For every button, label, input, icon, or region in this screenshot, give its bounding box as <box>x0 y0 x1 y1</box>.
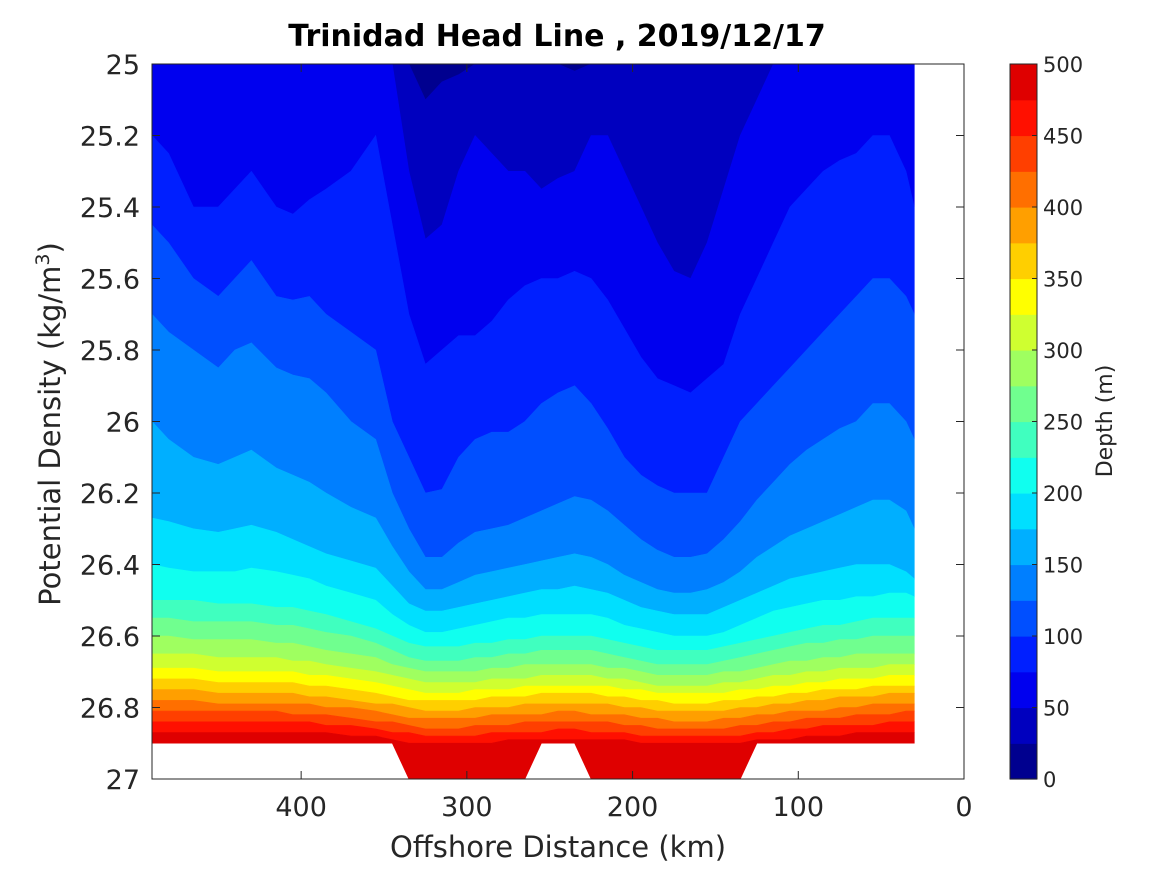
chart-title: Trinidad Head Line , 2019/12/17 <box>288 19 825 54</box>
x-axis-label: Offshore Distance (km) <box>390 830 726 864</box>
y-tick-label: 26.6 <box>80 622 140 653</box>
colorbar-tick-label: 150 <box>1043 554 1083 578</box>
contour-band-475m <box>152 732 915 779</box>
colorbar-swatch <box>1010 600 1037 637</box>
colorbar-tick-label: 0 <box>1043 768 1056 792</box>
y-axis-label: Potential Density (kg/m3) <box>32 242 67 606</box>
colorbar-swatch <box>1010 350 1037 387</box>
y-tick-label: 26 <box>106 408 140 439</box>
x-axis-ticks: 400 300 200 100 0 <box>275 64 973 823</box>
colorbar-tick-label: 500 <box>1043 53 1083 77</box>
x-tick-label: 0 <box>955 792 972 823</box>
colorbar-swatch <box>1010 314 1037 351</box>
colorbar <box>1010 64 1037 780</box>
x-tick-label: 400 <box>275 792 327 823</box>
colorbar-tick-label: 400 <box>1043 196 1083 220</box>
colorbar-tick-label: 250 <box>1043 411 1083 435</box>
y-axis-label-close: ) <box>33 242 67 253</box>
colorbar-tick-label: 100 <box>1043 625 1083 649</box>
y-tick-label: 25.6 <box>80 265 140 296</box>
colorbar-swatch <box>1010 64 1037 101</box>
colorbar-tick-label: 50 <box>1043 697 1070 721</box>
colorbar-swatch <box>1010 242 1037 280</box>
colorbar-swatch <box>1010 671 1037 709</box>
colorbar-swatch <box>1010 135 1037 172</box>
colorbar-swatch <box>1010 171 1037 208</box>
y-axis-label-main: Potential Density (kg/m <box>33 266 67 606</box>
y-tick-label: 26.2 <box>80 479 140 510</box>
colorbar-swatch <box>1010 528 1037 566</box>
x-tick-label: 200 <box>607 792 659 823</box>
colorbar-swatch <box>1010 278 1037 315</box>
colorbar-swatch <box>1010 493 1037 530</box>
colorbar-swatch <box>1010 564 1037 601</box>
plot-area <box>152 64 964 779</box>
y-tick-label: 26.8 <box>80 694 140 725</box>
colorbar-tick-label: 450 <box>1043 125 1083 149</box>
contour-bands <box>152 64 915 779</box>
colorbar-swatch <box>1010 743 1037 780</box>
colorbar-swatch <box>1010 385 1037 423</box>
colorbar-ticks: 0 50 100 150 200 250 300 350 400 450 500 <box>1032 53 1083 792</box>
colorbar-tick-label: 350 <box>1043 268 1083 292</box>
colorbar-swatch <box>1010 99 1037 137</box>
y-axis-label-superscript: 3 <box>32 253 54 265</box>
colorbar-swatch <box>1010 207 1037 244</box>
y-tick-label: 25.4 <box>80 193 140 224</box>
y-axis-ticks: 25 25.2 25.4 25.6 25.8 26 26.2 26.4 26.6 26.8 27 <box>80 50 964 796</box>
x-tick-label: 100 <box>773 792 825 823</box>
colorbar-label: Depth (m) <box>1093 365 1118 478</box>
y-tick-label: 26.4 <box>80 551 140 582</box>
y-tick-label: 25 <box>106 50 140 81</box>
y-tick-label: 25.8 <box>80 336 140 367</box>
y-tick-label: 27 <box>106 765 140 796</box>
x-tick-label: 300 <box>441 792 493 823</box>
colorbar-swatch <box>1010 421 1037 458</box>
y-tick-label: 25.2 <box>80 122 140 153</box>
colorbar-swatch <box>1010 636 1037 673</box>
colorbar-tick-label: 200 <box>1043 482 1083 506</box>
colorbar-tick-label: 300 <box>1043 339 1083 363</box>
colorbar-swatch <box>1010 707 1037 744</box>
colorbar-swatch <box>1010 457 1037 494</box>
